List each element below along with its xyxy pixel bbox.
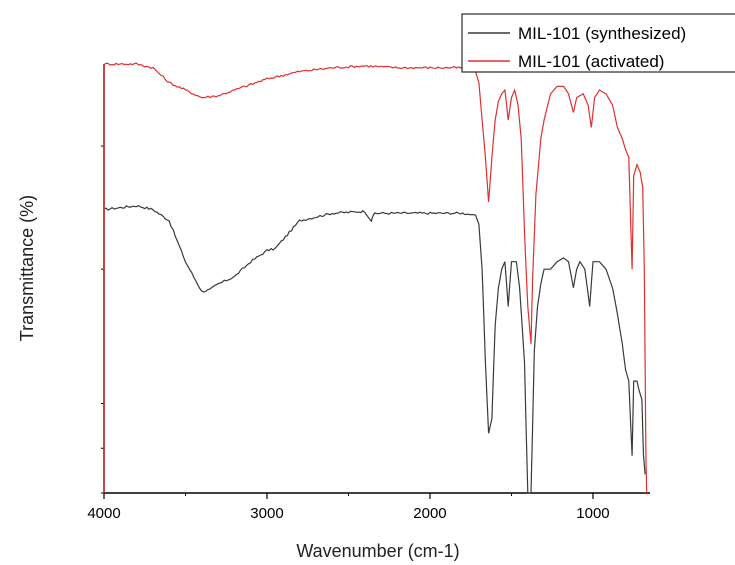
x-axis-title: Wavenumber (cm-1) bbox=[296, 541, 459, 561]
x-tick-label: 3000 bbox=[250, 505, 283, 522]
series-line-activated bbox=[103, 62, 648, 494]
x-tick-label: 2000 bbox=[413, 505, 446, 522]
x-axis-ticks: 4000 3000 2000 1000 bbox=[87, 493, 610, 522]
legend: MIL-101 (synthesized) MIL-101 (activated… bbox=[461, 13, 735, 73]
legend-label-synthesized: MIL-101 (synthesized) bbox=[518, 24, 686, 43]
x-tick-label: 4000 bbox=[87, 505, 120, 522]
y-axis-ticks bbox=[101, 145, 104, 494]
x-tick-label: 1000 bbox=[576, 505, 609, 522]
legend-box bbox=[461, 13, 735, 73]
series-layer bbox=[103, 62, 648, 494]
y-axis-title: Transmittance (%) bbox=[17, 195, 37, 341]
legend-label-activated: MIL-101 (activated) bbox=[518, 52, 664, 71]
series-line-synthesized bbox=[103, 205, 646, 494]
plot-area: 4000 3000 2000 1000 bbox=[87, 62, 650, 522]
